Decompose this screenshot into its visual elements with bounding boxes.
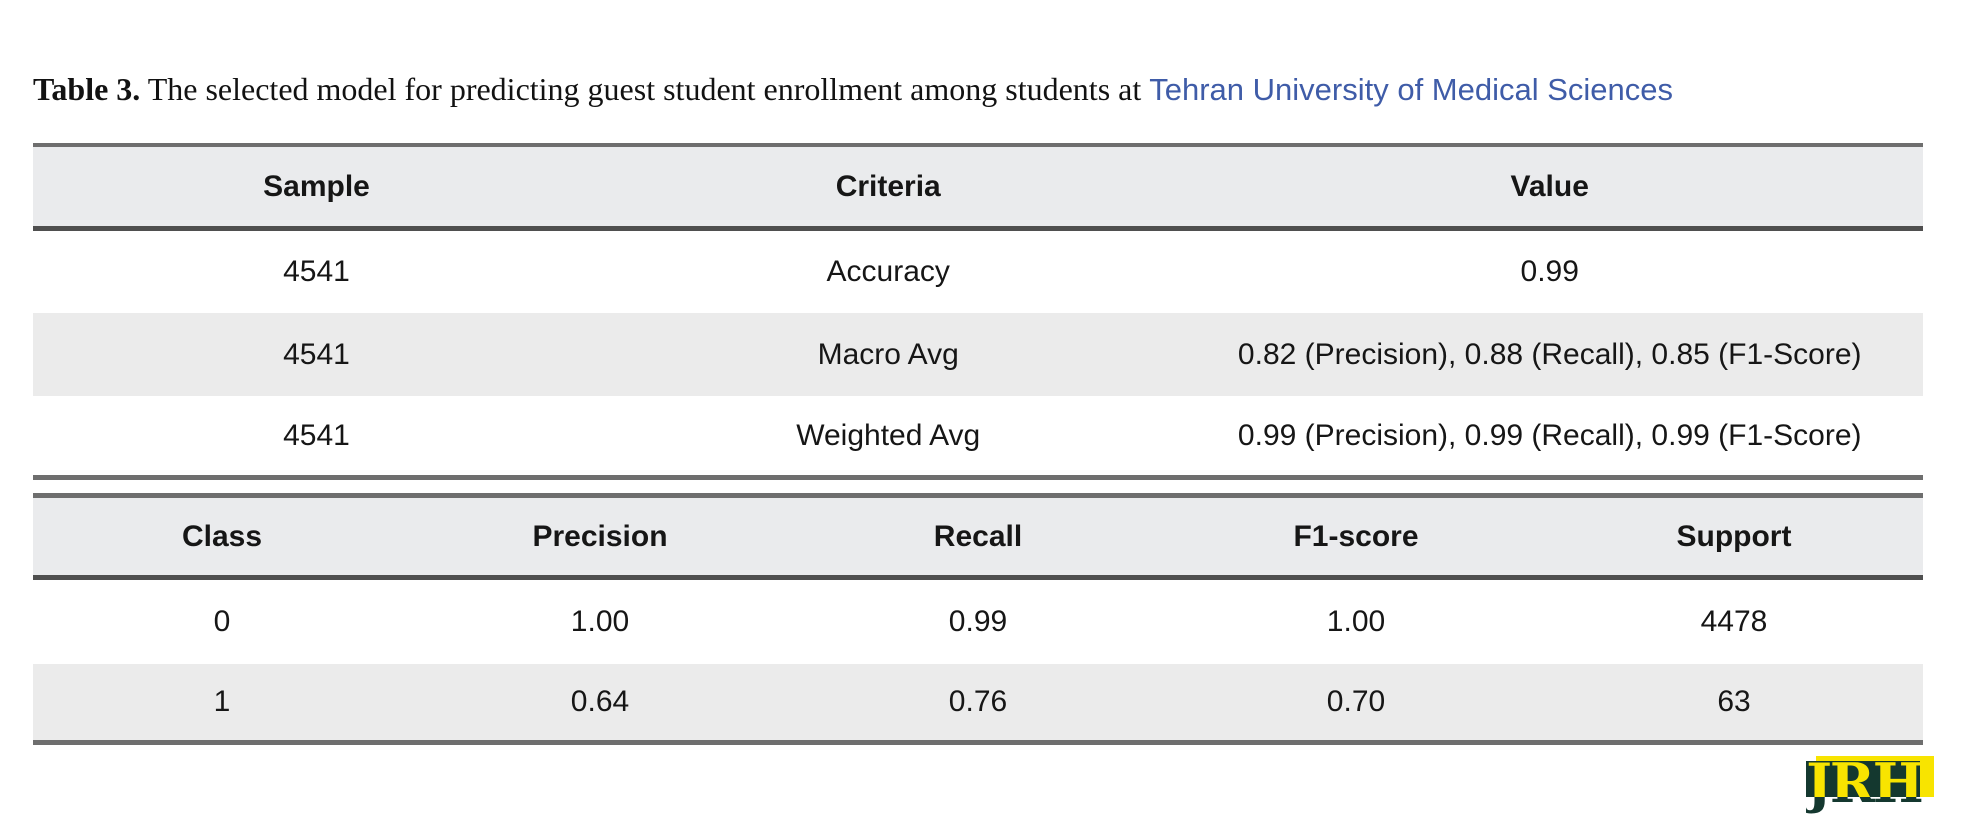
column-header-precision: Precision (532, 519, 668, 553)
jrh-logo-text-lower: JRH (1806, 797, 1934, 814)
jrh-logo: JRH JRH (1806, 756, 1934, 814)
table-caption-number: Table 3. (33, 71, 141, 107)
column-header-class: Class (181, 519, 263, 553)
table-cell: Weighted Avg (796, 418, 981, 452)
classification-table-header-row: Class Precision Recall F1-score Support (33, 498, 1923, 575)
table-row: 1 0.64 0.76 0.70 63 (33, 664, 1923, 740)
column-header-support: Support (1676, 519, 1792, 553)
table-cell: Accuracy (826, 255, 950, 288)
table-caption: Table 3. The selected model for predicti… (33, 70, 1953, 109)
university-link[interactable]: Tehran University of Medical Sciences (1149, 72, 1674, 107)
table-cell: 4478 (1700, 605, 1768, 638)
table-cell: 0.82 (Precision), 0.88 (Recall), 0.85 (F… (1237, 337, 1862, 371)
classification-table-top-rule (33, 493, 1923, 498)
summary-table-header-row: Sample Criteria Value (33, 147, 1923, 226)
table-cell: 0.99 (948, 605, 1008, 638)
table-cell: 4541 (283, 255, 350, 288)
summary-table: Sample Criteria Value 4541 Accuracy 0.99… (33, 143, 1923, 480)
jrh-logo-green-band (1806, 761, 1920, 797)
table-cell: 0.64 (570, 685, 630, 718)
table-cell: 0.99 (Precision), 0.99 (Recall), 0.99 (F… (1237, 418, 1862, 452)
table-cell: 0.76 (948, 685, 1008, 718)
column-header-value: Value (1510, 169, 1589, 203)
table-cell: Macro Avg (817, 337, 959, 371)
table-row: 4541 Weighted Avg 0.99 (Precision), 0.99… (33, 396, 1923, 475)
classification-table-header-rule (33, 575, 1923, 580)
table-cell: 63 (1717, 685, 1751, 718)
column-header-sample: Sample (263, 169, 370, 203)
table-caption-text: The selected model for predicting guest … (140, 71, 1150, 107)
classification-table-bottom-rule (33, 740, 1923, 745)
classification-table: Class Precision Recall F1-score Support … (33, 493, 1923, 745)
table-row: 0 1.00 0.99 1.00 4478 (33, 580, 1923, 664)
jrh-logo-letters: JRH (1806, 797, 1923, 810)
table-cell: 0.99 (1520, 255, 1579, 288)
table-cell: 1.00 (1326, 605, 1386, 638)
table-cell: 0.70 (1326, 685, 1386, 718)
table-row: 4541 Accuracy 0.99 (33, 231, 1923, 313)
column-header-criteria: Criteria (835, 169, 941, 203)
table-cell: 4541 (283, 418, 350, 452)
jrh-logo-text-upper: JRH (1806, 756, 1934, 797)
table-cell: 1.00 (570, 605, 630, 638)
column-header-recall: Recall (933, 519, 1023, 553)
table-cell: 0 (213, 605, 231, 638)
summary-table-bottom-rule (33, 475, 1923, 480)
summary-table-header-rule (33, 226, 1923, 231)
column-header-f1-score: F1-score (1293, 519, 1419, 553)
table-cell: 4541 (283, 337, 350, 371)
summary-table-top-rule (33, 143, 1923, 147)
table-row: 4541 Macro Avg 0.82 (Precision), 0.88 (R… (33, 313, 1923, 396)
table-cell: 1 (213, 685, 231, 718)
jrh-logo-letters: JRH (1806, 756, 1923, 797)
